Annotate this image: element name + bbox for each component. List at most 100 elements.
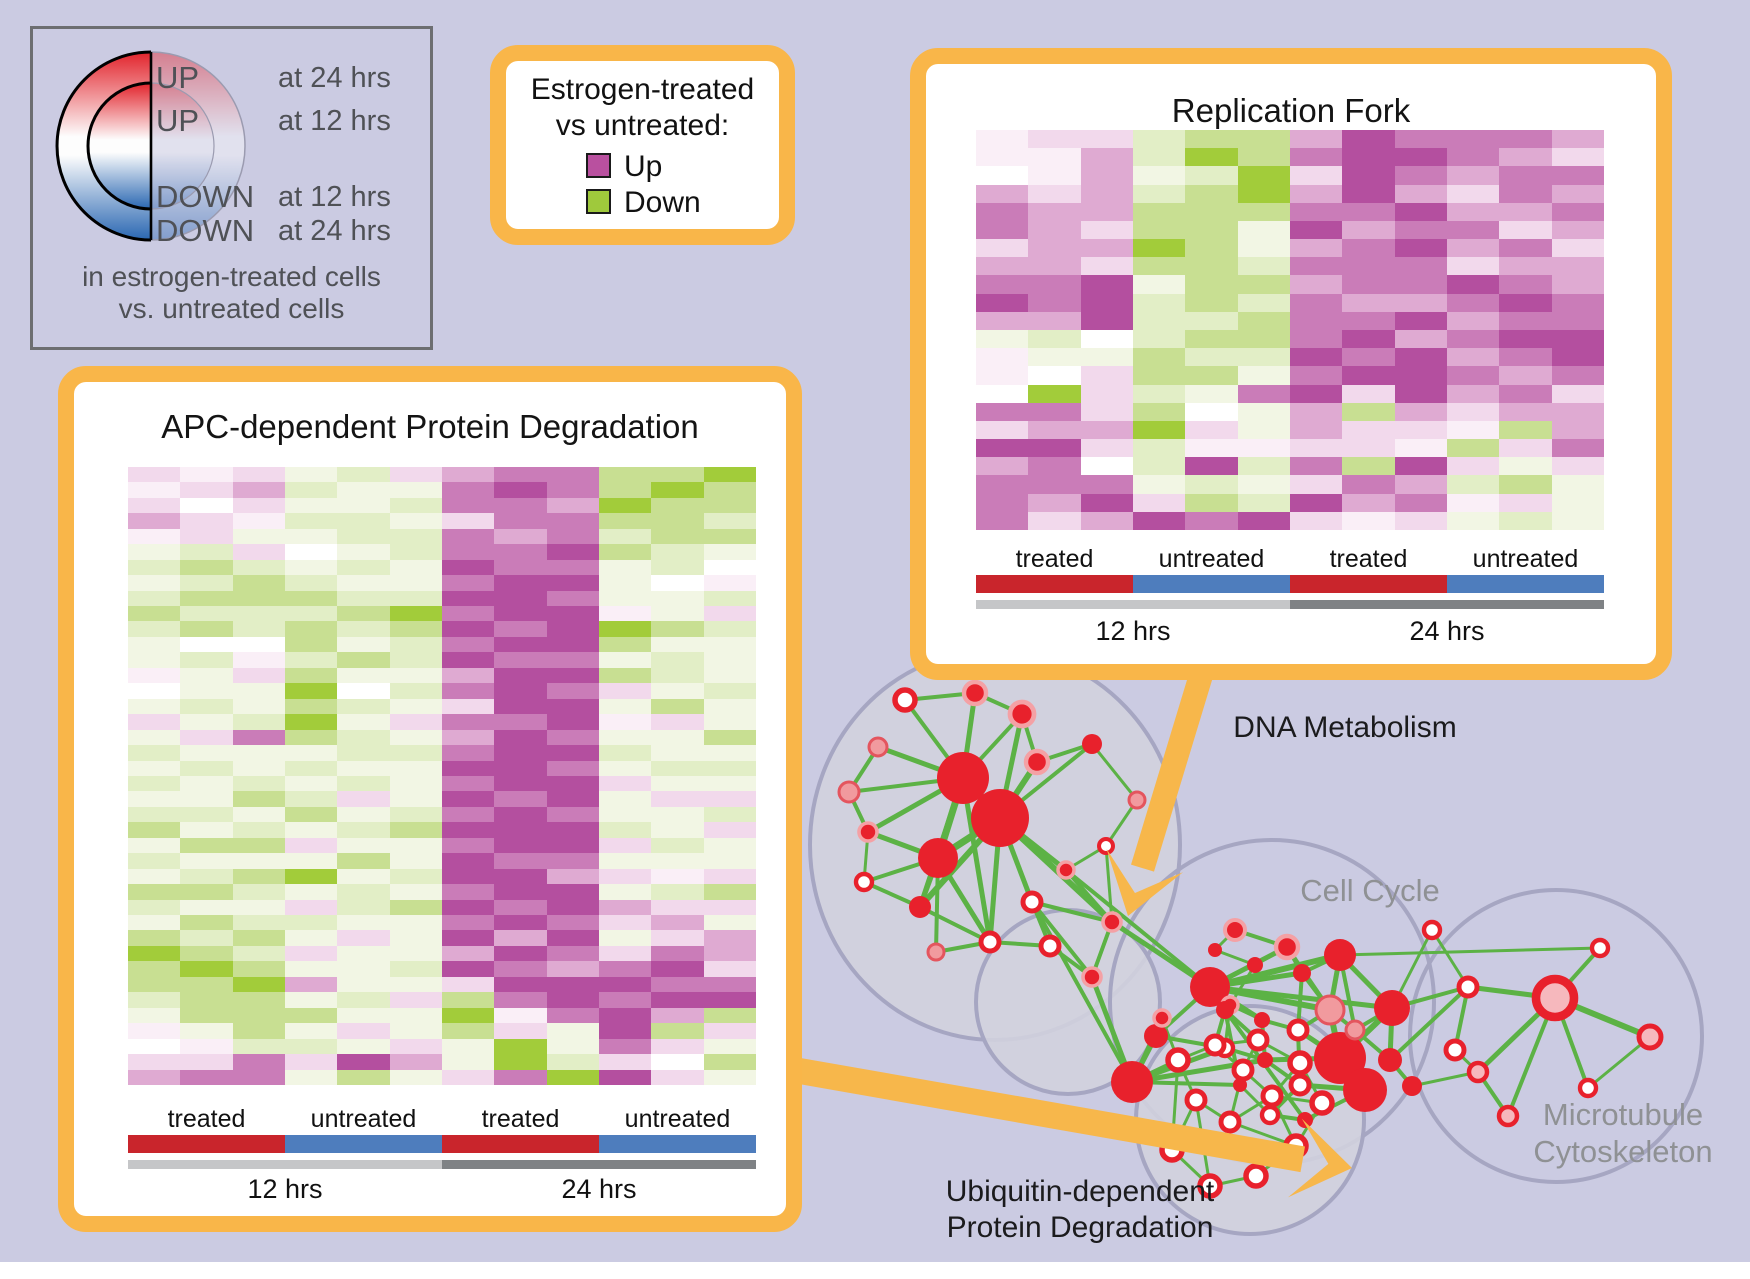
heatmap-cell (441, 667, 495, 684)
heatmap-cell (546, 544, 599, 560)
heatmap-cell (494, 884, 547, 900)
network-node-pr (1101, 911, 1123, 933)
heatmap-cell (703, 1054, 756, 1070)
heatmap-cell (1237, 493, 1290, 512)
flow-arrow-head (1287, 1118, 1352, 1198)
heatmap-cell (1080, 166, 1133, 185)
heatmap-cell (1446, 220, 1500, 240)
heatmap-cell (1499, 402, 1552, 421)
heatmap-cell (1028, 239, 1081, 258)
network-node-pp (926, 942, 946, 962)
heatmap-cell (337, 714, 390, 730)
heatmap-cell (1080, 402, 1133, 421)
heatmap-cell (1185, 166, 1238, 185)
down-swatch-label: Down (624, 186, 701, 219)
heatmap-cell (598, 544, 652, 560)
heatmap-cell (1289, 384, 1343, 403)
heatmap-cell (284, 760, 338, 776)
flow-arrow-shaft (791, 1057, 1306, 1173)
heatmap-cell (546, 837, 599, 854)
heatmap-cell (1080, 148, 1133, 167)
network-edge (1030, 900, 1094, 979)
heatmap-cell (128, 606, 181, 622)
replication-fork-panel: Replication Fork treated untreated treat… (910, 48, 1672, 680)
heatmap-cell (598, 760, 652, 776)
heatmap-cell (389, 497, 442, 514)
heatmap-cell (128, 559, 181, 576)
heatmap-cell (1499, 366, 1552, 385)
heatmap-cell (441, 915, 495, 931)
heatmap-cell (284, 976, 338, 993)
heatmap-cell (180, 621, 233, 637)
heatmap-cell (389, 760, 442, 776)
heatmap-cell (1446, 366, 1500, 385)
heatmap-cell (546, 1038, 599, 1055)
network-node-s (937, 752, 989, 804)
rf-12hr-bar (976, 600, 1290, 609)
apc-untreated12-bar (285, 1135, 442, 1153)
network-node-rw (1097, 837, 1115, 855)
heatmap-cell (337, 729, 390, 746)
heatmap-cell (128, 621, 181, 637)
network-node-s (1324, 939, 1356, 971)
heatmap-cell (703, 745, 756, 761)
heatmap-cell (1132, 457, 1186, 476)
heatmap-cell (1237, 439, 1290, 458)
heatmap-cell (128, 667, 181, 684)
heatmap-cell (546, 775, 599, 792)
heatmap-cell (494, 528, 547, 545)
heatmap-cell (651, 714, 704, 730)
heatmap-cell (128, 497, 181, 514)
network-node-pr (1081, 966, 1103, 988)
heatmap-cell (1446, 420, 1500, 440)
apc-degradation-panel: APC-dependent Protein Degradation treate… (58, 366, 802, 1232)
heatmap-cell (232, 915, 285, 931)
heatmap-cell (651, 992, 704, 1008)
heatmap-cell (1132, 130, 1186, 149)
heatmap-cell (494, 791, 547, 807)
apc-group-label-2: untreated (310, 1105, 417, 1133)
network-node-pp (837, 780, 861, 804)
network-node-rw (1197, 1173, 1223, 1199)
heatmap-cell (337, 930, 390, 946)
heatmap-cell (441, 899, 495, 916)
heatmap-cell (284, 1069, 338, 1085)
heatmap-cell (128, 1007, 181, 1024)
heatmap-cell (441, 775, 495, 792)
heatmap-cell (284, 992, 338, 1008)
heatmap-cell (703, 791, 756, 807)
heatmap-cell (598, 467, 652, 483)
ubiquitin-label-line2: Protein Degradation (946, 1211, 1214, 1244)
heatmap-cell (651, 636, 704, 653)
heatmap-cell (1028, 257, 1081, 276)
heatmap-cell (1237, 275, 1290, 294)
heatmap-cell (703, 945, 756, 962)
heatmap-cell (1185, 329, 1238, 349)
heatmap-cell (441, 853, 495, 869)
heatmap-cell (546, 621, 599, 637)
heatmap-cell (389, 528, 442, 545)
heatmap-cell (598, 590, 652, 607)
heatmap-cell (1289, 166, 1343, 185)
heatmap-cell (1499, 293, 1552, 312)
heatmap-cell (389, 729, 442, 746)
heatmap-cell (1132, 384, 1186, 403)
rf-group-label-2: untreated (1158, 545, 1265, 573)
heatmap-cell (976, 511, 1029, 530)
heatmap-cell (1551, 130, 1604, 149)
heatmap-cell (1080, 439, 1133, 458)
inner-left-arc (86, 81, 152, 211)
heatmap-cell (180, 1054, 233, 1070)
flow-arrow-head (1106, 848, 1184, 916)
network-node-s (1254, 1012, 1270, 1028)
heatmap-cell (128, 575, 181, 591)
rf-group-label-3: treated (1329, 545, 1408, 573)
heatmap-cell (546, 482, 599, 498)
heatmap-cell (703, 621, 756, 637)
heatmap-cell (1028, 220, 1081, 240)
heatmap-cell (389, 1023, 442, 1039)
heatmap-cell (1237, 130, 1290, 149)
heatmap-cell (703, 667, 756, 684)
heatmap-cell (1551, 293, 1604, 312)
heatmap-cell (651, 760, 704, 776)
